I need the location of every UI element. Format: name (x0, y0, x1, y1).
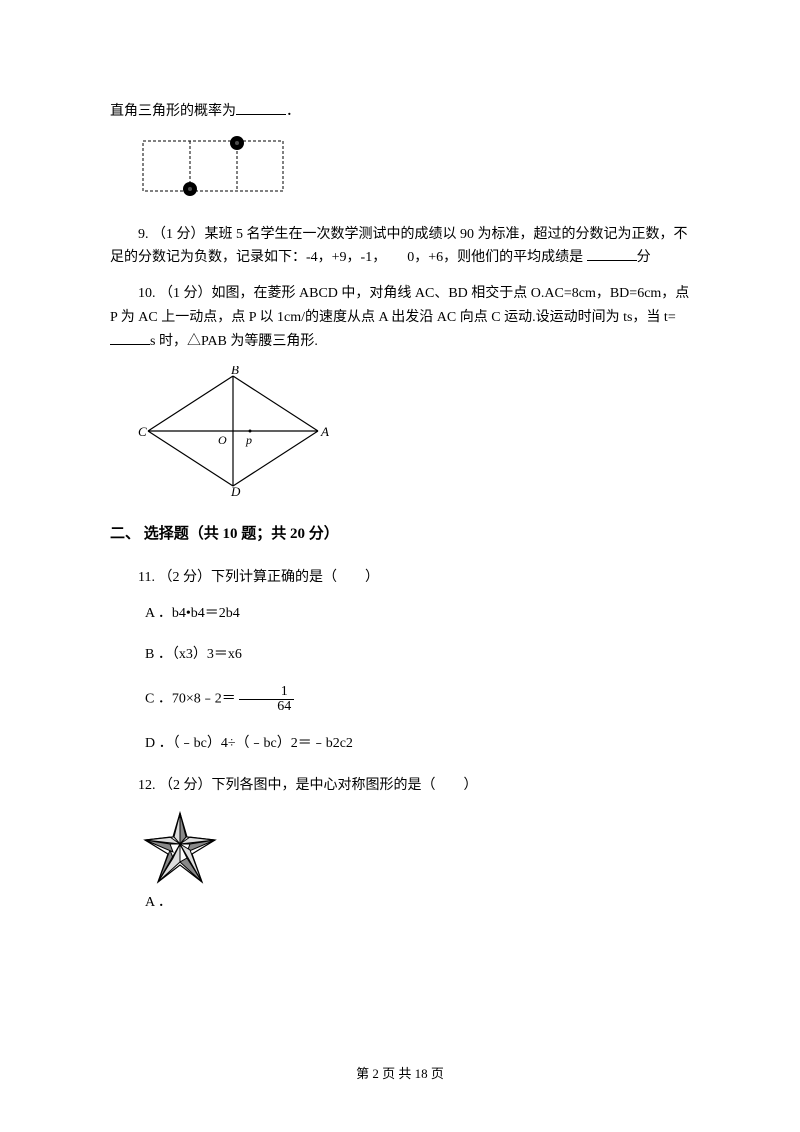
q8-suffix: ． (286, 104, 300, 119)
frac-num: 1 (239, 685, 294, 700)
q10: 10. （1 分）如图，在菱形 ABCD 中，对角线 AC、BD 相交于点 O.… (110, 282, 690, 353)
section-2-title: 二、 选择题（共 10 题；共 20 分） (110, 522, 690, 548)
q11-a: A ．b4•b4＝2b4 (110, 602, 690, 626)
svg-text:A: A (320, 424, 329, 439)
q12-option-a-image (140, 810, 690, 897)
frac-den: 64 (239, 700, 294, 714)
q9: 9. （1 分）某班 5 名学生在一次数学测试中的成绩以 90 为标准，超过的分… (110, 223, 690, 271)
svg-text:p: p (245, 433, 252, 447)
q11-c: C ．70×8﹣2＝ 1 64 (110, 685, 690, 714)
q11-stem: 11. （2 分）下列计算正确的是（ ） (110, 566, 690, 590)
q9-unit: 分 (637, 250, 651, 265)
page-footer: 第 2 页 共 18 页 (0, 1063, 800, 1082)
svg-text:B: B (231, 366, 239, 377)
fraction-icon: 1 64 (239, 685, 294, 714)
q10-text2: s 时，△PAB 为等腰三角形. (150, 334, 318, 349)
q9-blank (587, 247, 637, 261)
page-content: 直角三角形的概率为 ． 9. （1 分）某班 5 名学生在一次数学测试中的成绩以 … (0, 0, 800, 914)
q8-tail: 直角三角形的概率为 ． (110, 100, 690, 124)
q11-b: B ．（x3）3＝x6 (110, 643, 690, 667)
q8-blank (236, 101, 286, 115)
q8-text: 直角三角形的概率为 (110, 104, 236, 119)
q10-blank (110, 331, 150, 345)
q11-c-prefix: C ．70×8﹣2＝ (145, 692, 236, 707)
q8-diagram (138, 136, 690, 205)
q11-d: D ．（﹣bc）4÷（﹣bc）2＝﹣b2c2 (110, 732, 690, 756)
q10-text1: 10. （1 分）如图，在菱形 ABCD 中，对角线 AC、BD 相交于点 O.… (110, 286, 689, 325)
q12-stem: 12. （2 分）下列各图中，是中心对称图形的是（ ） (110, 774, 690, 798)
q10-diagram: B D C A O p (138, 366, 690, 505)
svg-text:O: O (218, 433, 227, 447)
svg-text:D: D (230, 484, 241, 496)
svg-text:C: C (138, 424, 147, 439)
